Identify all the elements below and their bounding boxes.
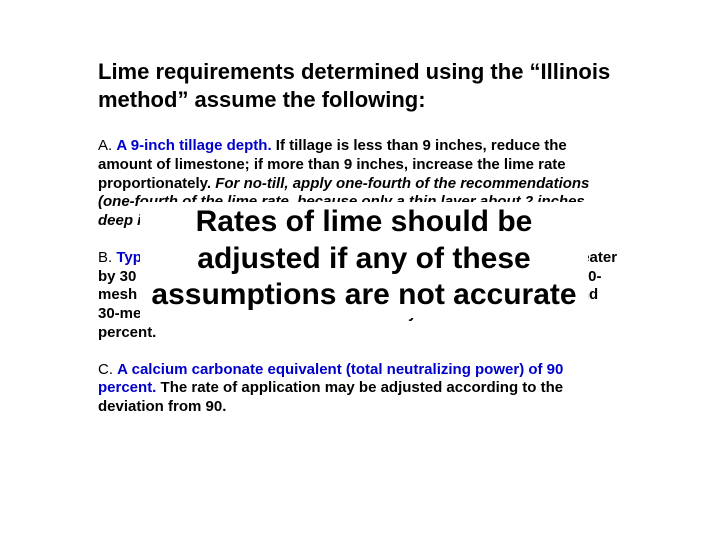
para-a-prefix: A.: [98, 137, 116, 154]
para-c-rest: The rate of application may be adjusted …: [98, 379, 563, 415]
slide-title: Lime requirements determined using the “…: [98, 58, 622, 113]
slide: Lime requirements determined using the “…: [0, 0, 720, 540]
para-c-prefix: C.: [98, 361, 117, 378]
paragraph-c: C. A calcium carbonate equivalent (total…: [98, 361, 622, 417]
para-a-lead: A 9-inch tillage depth.: [116, 137, 271, 154]
overlay-callout: Rates of lime should be adjusted if any …: [140, 202, 588, 318]
para-b-prefix: B.: [98, 249, 116, 266]
